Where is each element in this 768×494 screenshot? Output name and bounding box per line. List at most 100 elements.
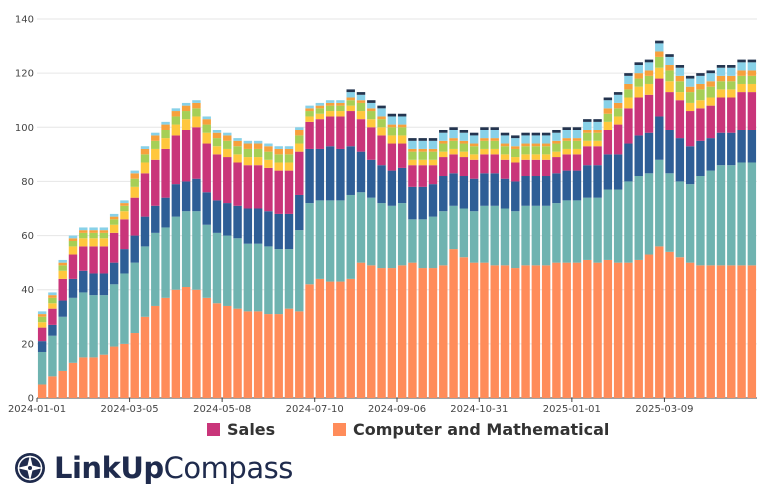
bar-segment <box>541 176 551 206</box>
bar-segment <box>233 138 242 141</box>
bar-segment <box>747 59 757 63</box>
bar-segment <box>490 138 499 141</box>
bar-segment <box>459 151 469 158</box>
bar-segment <box>418 219 427 269</box>
bar-segment <box>737 62 746 71</box>
bar-segment <box>346 89 355 93</box>
bar-segment <box>325 105 335 112</box>
bar-segment <box>253 208 263 244</box>
bar-segment <box>243 165 253 209</box>
bar-segment <box>120 211 129 220</box>
bar-segment <box>387 143 397 171</box>
bar-segment <box>58 259 67 263</box>
bar-segment <box>716 132 726 166</box>
bar-segment <box>264 167 273 212</box>
bar-segment <box>274 213 283 250</box>
bar-segment <box>202 192 211 225</box>
bar-segment <box>192 211 201 290</box>
bar-segment <box>305 203 314 285</box>
bar-segment <box>449 154 458 174</box>
bar-segment <box>397 167 407 204</box>
bar-segment <box>151 135 160 141</box>
bar-segment <box>562 127 571 130</box>
bar-segment <box>192 178 201 212</box>
bar-segment <box>58 270 67 279</box>
bar-segment <box>120 203 129 206</box>
bar-segment <box>500 146 510 155</box>
y-tick-label: 120 <box>15 69 34 80</box>
bar-segment <box>747 75 757 84</box>
bar-segment <box>274 162 283 171</box>
bar-segment <box>68 235 78 239</box>
bar-segment <box>161 124 170 130</box>
bar-segment <box>202 116 211 120</box>
bar-segment <box>233 154 242 163</box>
bar-segment <box>634 86 643 98</box>
bar-segment <box>109 219 119 225</box>
bar-segment <box>305 111 314 117</box>
bar-segment <box>449 205 458 250</box>
bar-segment <box>603 121 613 130</box>
legend-swatch-computer-and-mathematical <box>333 423 346 436</box>
bar-segment <box>274 314 283 398</box>
bar-segment <box>151 232 160 306</box>
bar-segment <box>264 159 273 168</box>
bar-segment <box>223 135 232 141</box>
bar-segment <box>99 295 109 355</box>
bar-segment <box>552 157 561 174</box>
bar-segment <box>428 184 438 217</box>
bar-segment <box>99 246 109 274</box>
bar-segment <box>397 265 407 398</box>
bar-segment <box>706 70 715 74</box>
bar-segment <box>48 295 57 298</box>
bar-segment <box>315 148 325 201</box>
bar-segment <box>253 243 263 312</box>
bar-segment <box>79 270 88 293</box>
bar-segment <box>58 265 67 271</box>
bar-segment <box>655 116 664 160</box>
bar-segment <box>346 97 355 101</box>
bar-segment <box>109 224 119 233</box>
legend-label-sales: Sales <box>227 420 276 439</box>
bar-segment <box>408 151 417 160</box>
bar-segment <box>181 287 191 398</box>
bar-segment <box>583 259 592 398</box>
bar-segment <box>655 159 664 247</box>
bar-segment <box>603 259 613 398</box>
bar-segment <box>583 165 592 198</box>
bar-segment <box>480 173 489 206</box>
bar-segment <box>511 157 520 163</box>
bar-segment <box>68 254 78 279</box>
bar-segment <box>603 129 613 155</box>
bar-segment <box>367 197 376 266</box>
bar-segment <box>171 108 181 112</box>
bar-segment <box>130 262 139 334</box>
bar-segment <box>418 159 427 166</box>
legend-item-sales[interactable]: Sales <box>207 420 275 439</box>
bar-segment <box>89 295 98 358</box>
bar-segment <box>223 140 232 149</box>
legend-label-computer-and-mathematical: Computer and Mathematical <box>353 420 610 439</box>
bar-segment <box>665 56 674 66</box>
bar-segment <box>377 165 386 204</box>
bar-segment <box>346 111 355 147</box>
bar-segment <box>737 162 746 266</box>
bar-segment <box>253 140 263 144</box>
bar-segment <box>552 143 561 152</box>
bar-segment <box>223 305 232 398</box>
bar-segment <box>428 148 438 152</box>
bar-segment <box>439 157 448 177</box>
legend-item-computer-and-mathematical[interactable]: Computer and Mathematical <box>333 420 609 439</box>
bar-segment <box>243 143 253 149</box>
bar-segment <box>541 159 551 177</box>
bar-segment <box>284 162 294 171</box>
bar-segment <box>181 119 191 130</box>
bar-segment <box>223 203 232 236</box>
bar-segment <box>624 181 633 263</box>
bar-segment <box>99 238 109 247</box>
bar-segment <box>387 268 397 398</box>
bar-segment <box>583 121 592 130</box>
bar-segment <box>367 265 376 398</box>
bar-segment <box>469 143 479 147</box>
bar-segment <box>727 132 736 166</box>
